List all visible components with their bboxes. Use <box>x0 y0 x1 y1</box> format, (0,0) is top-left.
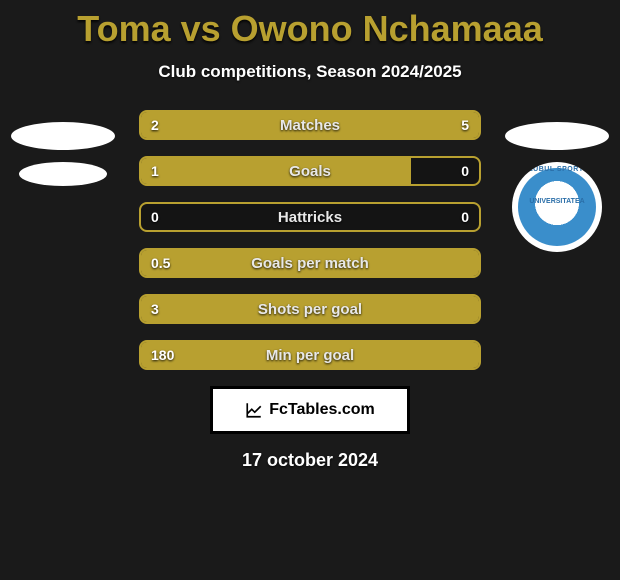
stat-label: Matches <box>141 112 479 138</box>
club-avatar-placeholder <box>19 162 107 186</box>
stat-row: 3Shots per goal <box>139 294 481 324</box>
page-title: Toma vs Owono Nchamaaa <box>0 0 620 50</box>
brand-text: FcTables.com <box>269 401 375 419</box>
club-badge-mid-text: UNIVERSITATEA <box>512 198 602 205</box>
brand-box[interactable]: FcTables.com <box>210 386 410 434</box>
player-avatar-placeholder <box>505 122 609 150</box>
stat-label: Goals <box>141 158 479 184</box>
club-badge-ring <box>518 168 596 246</box>
subtitle: Club competitions, Season 2024/2025 <box>0 62 620 82</box>
stat-row: 25Matches <box>139 110 481 140</box>
stat-label: Goals per match <box>141 250 479 276</box>
comparison-content: CLUBUL SPORTIV UNIVERSITATEA 25Matches 10… <box>0 110 620 370</box>
club-badge-top-text: CLUBUL SPORTIV <box>512 166 602 173</box>
date-text: 17 october 2024 <box>0 450 620 471</box>
stat-row: 0.5Goals per match <box>139 248 481 278</box>
stat-bars: 25Matches 10Goals 00Hattricks 0.5Goals per … <box>139 110 481 370</box>
stat-row: 180Min per goal <box>139 340 481 370</box>
right-player-avatars: CLUBUL SPORTIV UNIVERSITATEA <box>502 110 612 252</box>
stat-row: 10Goals <box>139 156 481 186</box>
stat-label: Min per goal <box>141 342 479 368</box>
club-badge: CLUBUL SPORTIV UNIVERSITATEA <box>512 162 602 252</box>
stat-label: Hattricks <box>141 204 479 230</box>
player-avatar-placeholder <box>11 122 115 150</box>
stat-row: 00Hattricks <box>139 202 481 232</box>
chart-icon <box>245 401 263 419</box>
stat-label: Shots per goal <box>141 296 479 322</box>
left-player-avatars <box>8 110 118 198</box>
